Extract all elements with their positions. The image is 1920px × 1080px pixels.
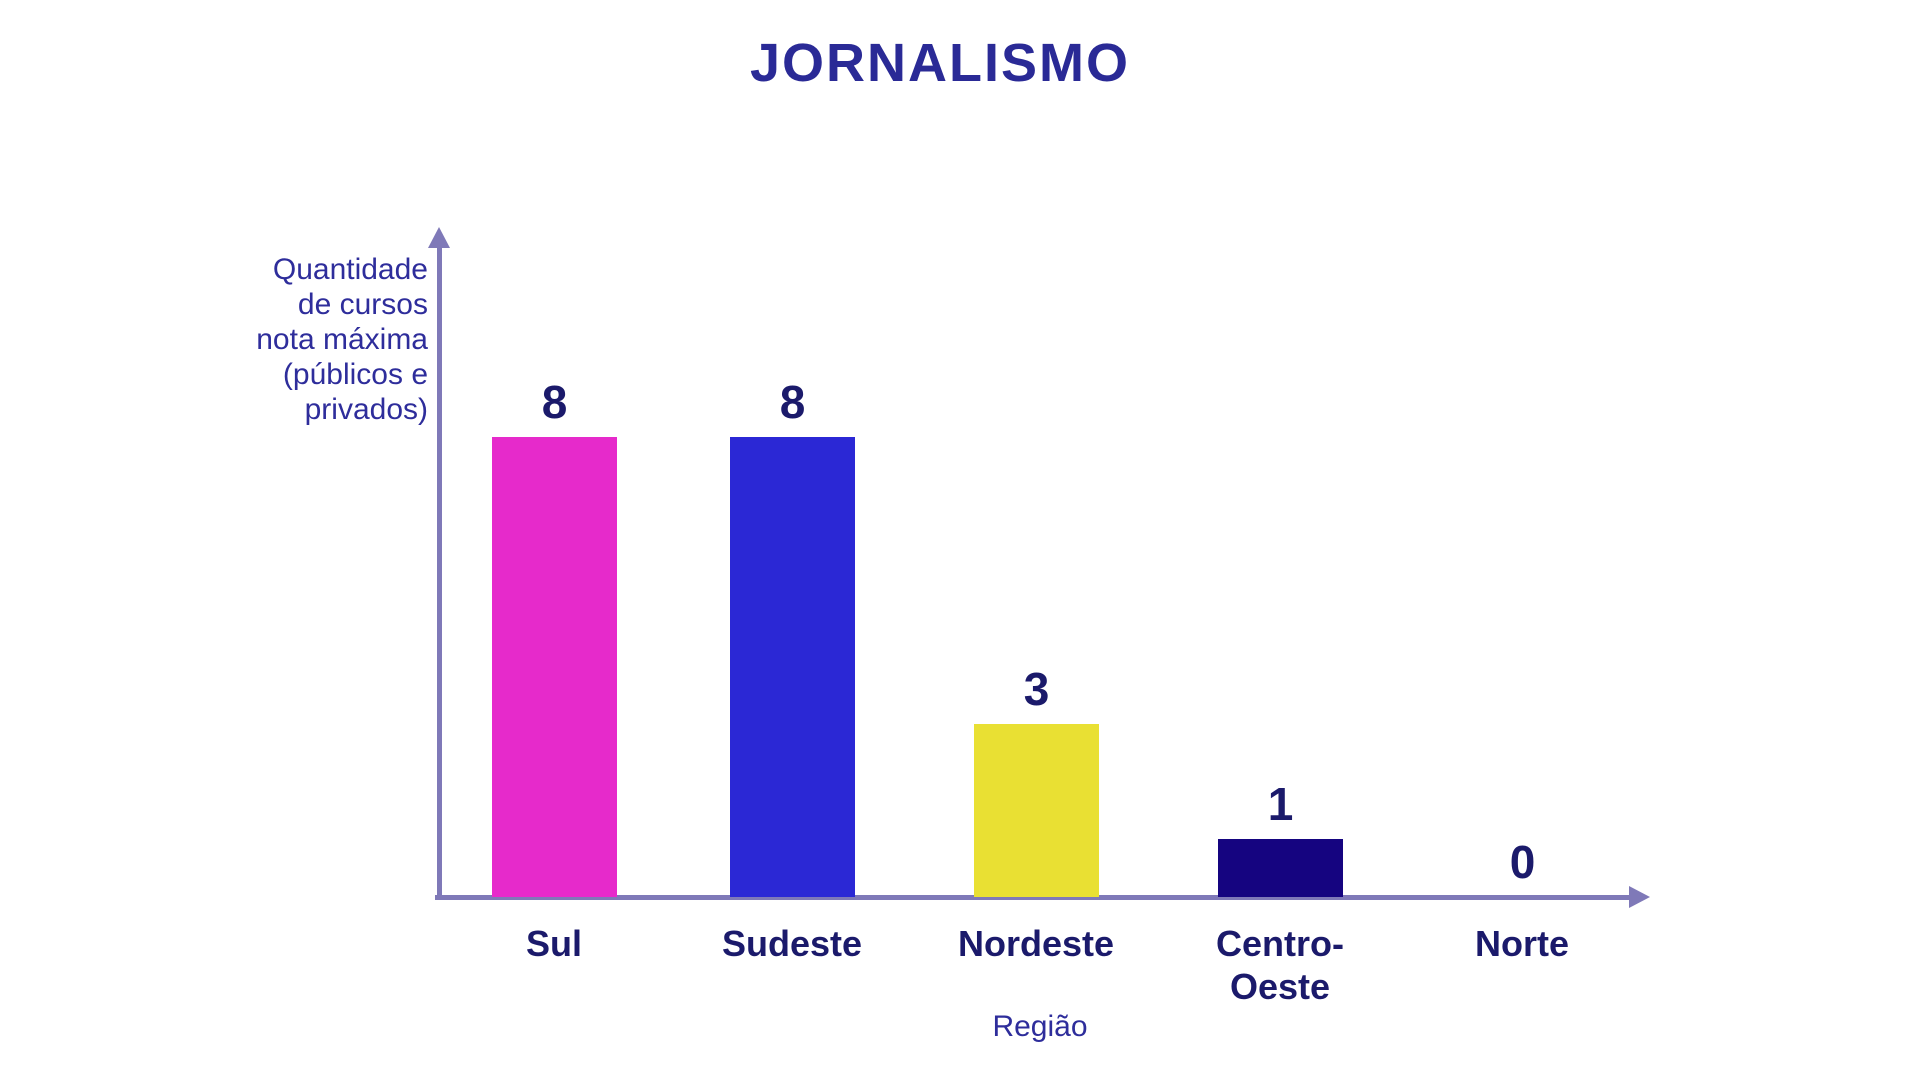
x-tick-label-centro-oeste: Centro-Oeste bbox=[1216, 923, 1344, 1008]
bar-group-sudeste: 8 bbox=[730, 379, 855, 897]
value-label-norte: 0 bbox=[1509, 836, 1536, 888]
x-axis-arrow-icon bbox=[1629, 886, 1650, 908]
bar-sudeste bbox=[730, 437, 855, 897]
y-axis-arrow-icon bbox=[428, 227, 450, 248]
chart-title: JORNALISMO bbox=[749, 33, 1131, 93]
value-label-sudeste: 8 bbox=[779, 376, 806, 428]
bar-nordeste bbox=[974, 724, 1099, 897]
x-axis-label: Região bbox=[992, 1010, 1088, 1043]
y-axis-line bbox=[437, 248, 442, 897]
x-tick-label-norte: Norte bbox=[1474, 923, 1569, 964]
bar-group-nordeste: 3 bbox=[974, 666, 1099, 897]
y-axis-label: Quantidade de cursos nota máxima (públic… bbox=[256, 253, 428, 426]
bar-centro-oeste bbox=[1218, 839, 1343, 897]
x-tick-label-nordeste: Nordeste bbox=[957, 923, 1115, 964]
x-tick-label-sul: Sul bbox=[525, 923, 582, 964]
bar-group-centro-oeste: 1 bbox=[1218, 781, 1343, 897]
bar-group-norte: 0 bbox=[1460, 839, 1585, 897]
x-tick-label-sudeste: Sudeste bbox=[721, 923, 863, 964]
bar-sul bbox=[492, 437, 617, 897]
value-label-sul: 8 bbox=[541, 376, 568, 428]
x-axis-line bbox=[435, 895, 1630, 900]
bar-group-sul: 8 bbox=[492, 379, 617, 897]
value-label-nordeste: 3 bbox=[1023, 663, 1050, 715]
value-label-centro-oeste: 1 bbox=[1267, 778, 1294, 830]
